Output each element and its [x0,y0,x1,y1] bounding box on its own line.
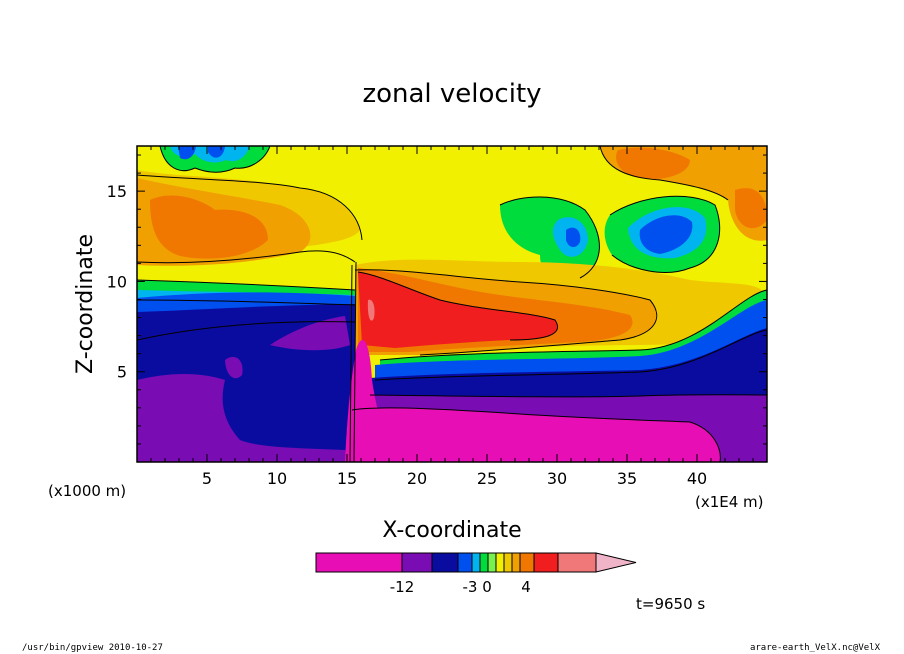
x-tick-label: 35 [617,469,637,488]
x-tick-label: 20 [407,469,427,488]
colorbar-tick-label: 0 [482,578,492,596]
colorbar-swatch [503,552,513,573]
easterly-blue-1 [566,227,581,248]
colorbar-swatch [401,552,433,573]
easterly-blue-2 [639,215,693,254]
purple-patch-2 [225,356,243,379]
plot-frame [136,145,768,463]
footer-left: /usr/bin/gpview 2010-10-27 [22,643,163,653]
colorbar-tick-labels: -12 -3 0 4 [390,578,531,596]
colorbar-swatch [495,552,505,573]
easterly-green-1 [500,196,600,281]
upper-jet-core [150,195,268,259]
y-axis-label: Z-coordinate [73,234,98,374]
top-left-blue [178,146,225,160]
y-unit-label: (x1000 m) [48,482,126,500]
colorbar-swatch [487,552,497,573]
time-label: t=9650 s [636,595,705,613]
y-axis: 5 10 15 [107,154,767,445]
colorbar-tick-label: -12 [390,578,415,596]
lee-jet-red [358,272,558,348]
colorbar-swatch [431,552,459,573]
surface-magenta-mountain [345,340,380,462]
x-axis-label: X-coordinate [382,518,521,543]
x-tick-label: 15 [337,469,357,488]
velocity-field [137,146,767,462]
y-tick-label: 10 [107,272,127,291]
blue-layer-right [375,300,767,380]
purple-layer-left [137,374,350,462]
x-unit-label: (x1E4 m) [695,493,764,511]
upper-right-core [616,147,767,229]
x-tick-label: 40 [687,469,707,488]
colorbar-swatch [479,552,489,573]
footer-right: arare-earth_VelX.nc@VelX [750,643,881,653]
colorbar-tick-label: -3 [463,578,478,596]
colorbar-swatch [471,552,481,573]
y-tick-label: 5 [117,363,127,382]
contour-lines [137,146,767,462]
x-tick-label: 25 [477,469,497,488]
green-band-right [380,290,767,368]
colorbar-swatch [533,552,559,573]
chart-title: zonal velocity [362,79,541,109]
colorbar-swatch [457,552,473,573]
colorbar-swatch [557,552,597,573]
x-axis: 5 10 15 20 25 30 35 40 [150,146,754,488]
colorbar-swatch [315,552,403,573]
surface-magenta [352,407,721,462]
x-tick-label: 30 [547,469,567,488]
colorbar [315,552,637,573]
colorbar-swatch [519,552,535,573]
y-tick-label: 15 [107,182,127,201]
x-tick-label: 10 [267,469,287,488]
colorbar-extend-arrow [595,552,637,573]
purple-patch-1 [270,316,350,351]
colorbar-swatch [511,552,521,573]
x-tick-label: 5 [202,469,212,488]
colorbar-tick-label: 4 [521,578,531,596]
lee-jet-pink [367,299,375,321]
